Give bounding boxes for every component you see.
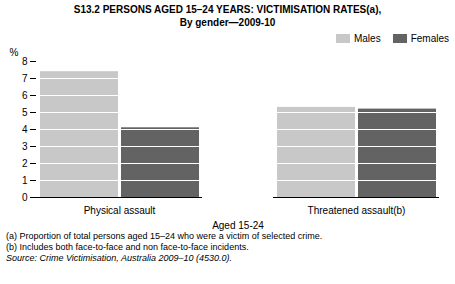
svg-text:7: 7 [22,73,28,84]
svg-text:8: 8 [22,56,28,67]
svg-text:1: 1 [22,175,28,186]
svg-text:2: 2 [22,158,28,169]
html-text:By gender—2009-10: By gender—2009-10 [179,17,276,28]
svg-text:6: 6 [22,90,28,101]
svg-text:Physical assault: Physical assault [84,205,156,216]
svg-text:0: 0 [22,192,28,203]
html-text:Males: Males [354,32,381,44]
svg-text:3: 3 [22,141,28,152]
html-text:Source: Crime Victimisation, A: Source: Crime Victimisation, Australia 2… [6,253,233,263]
svg-text:%: % [10,47,19,58]
svg-text:Aged 15-24: Aged 15-24 [212,220,264,231]
html-text:S13.2 PERSONS AGED 15–24 YEARS: S13.2 PERSONS AGED 15–24 YEARS: VICTIMIS… [73,4,382,15]
svg-text:4: 4 [22,124,28,135]
svg-text:Threatened assault(b): Threatened assault(b) [308,205,406,216]
html-text:(b) Includes both face-to-face: (b) Includes both face-to-face and non f… [6,242,249,252]
html-text:Females: Females [410,32,449,44]
svg-text:5: 5 [22,107,28,118]
html-text:(a) Proportion of total person: (a) Proportion of total persons aged 15–… [6,231,323,241]
